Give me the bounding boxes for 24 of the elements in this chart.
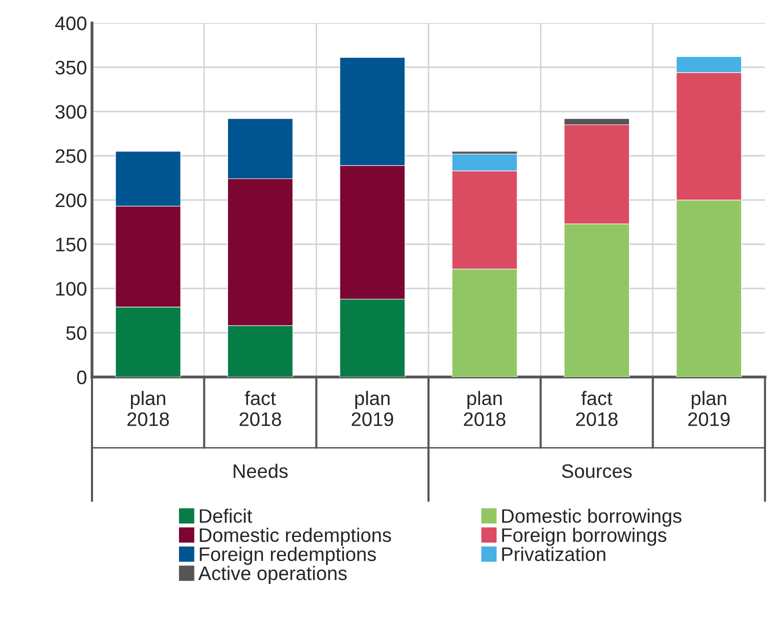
legend-label: Domestic redemptions	[200, 528, 392, 546]
x-tick-label: plan 2018	[464, 390, 506, 426]
y-tick-label: 400	[55, 16, 86, 30]
legend-label: Deficit	[200, 508, 252, 523]
legend-label: Privatization	[502, 546, 606, 562]
legend-label: Domestic borrowings	[502, 508, 682, 527]
y-tick-label: 50	[66, 326, 86, 340]
legend-label: Foreign borrowings	[502, 528, 666, 546]
legend-label: Active operations	[198, 566, 347, 584]
y-tick-label: 150	[56, 238, 86, 252]
legend-label: Foreign redemptions	[200, 546, 376, 565]
x-tick-label: plan 2019	[352, 390, 394, 426]
y-tick-label: 250	[56, 149, 86, 163]
text: Needs	[234, 464, 288, 478]
y-tick-label: 200	[56, 193, 86, 208]
x-tick-label: fact 2018	[240, 390, 282, 426]
x-tick-label: plan 2018	[127, 390, 169, 426]
y-tick-label: 300	[55, 104, 86, 119]
y-tick-label: 350	[55, 60, 86, 74]
x-tick-label: plan 2019	[688, 390, 730, 426]
text: Sources	[562, 464, 632, 478]
x-tick-label: fact 2018	[576, 390, 618, 426]
y-tick-label: 100	[56, 282, 86, 296]
y-tick-label: 0	[77, 370, 86, 384]
